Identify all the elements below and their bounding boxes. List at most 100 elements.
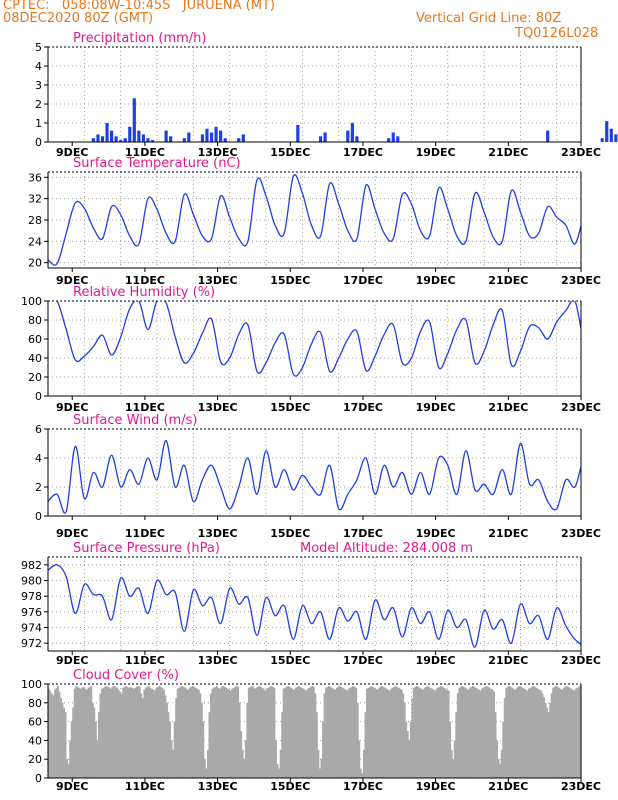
cloud-cover-bar <box>546 707 548 778</box>
cloud-cover-bar <box>568 687 571 778</box>
cloud-cover-bar <box>573 690 576 778</box>
cloud-cover-bar <box>158 685 161 778</box>
cloud-cover-bar <box>200 702 203 778</box>
cloud-cover-bar <box>82 686 85 778</box>
x-tick-label: 23DEC <box>561 780 601 793</box>
cloud-cover-bar <box>411 698 414 778</box>
x-tick-label: 11DEC <box>125 274 165 287</box>
cloud-cover-bar <box>494 712 497 778</box>
cloud-cover-bar <box>461 685 464 778</box>
cloud-cover-bar <box>329 686 332 778</box>
precip-bar <box>323 132 327 142</box>
cloud-cover-bar <box>175 698 178 778</box>
cloud-cover-bar <box>367 687 370 778</box>
y-tick-label: 20 <box>28 753 42 766</box>
cloud-cover-bar <box>376 689 379 778</box>
cloud-cover-bar <box>223 686 226 778</box>
cloud-cover-bar <box>332 688 335 778</box>
cloud-cover-bar <box>114 686 117 778</box>
x-tick-label: 9DEC <box>56 527 88 540</box>
cloud-cover-bar <box>64 712 67 778</box>
y-tick-label: 0 <box>35 390 42 403</box>
cloud-cover-bar <box>246 702 249 778</box>
x-tick-label: 17DEC <box>343 146 383 159</box>
cloud-cover-bar <box>281 712 284 778</box>
x-tick-label: 23DEC <box>561 527 601 540</box>
precip-bar <box>182 138 186 142</box>
cloud-cover-bar <box>104 686 106 778</box>
y-tick-label: 1 <box>35 117 42 130</box>
precip-bar <box>396 136 400 142</box>
precip-bar <box>119 140 123 142</box>
cloud-cover-bar <box>193 686 196 778</box>
cloud-cover-bar <box>97 712 100 778</box>
cloud-cover-bar <box>314 693 317 778</box>
cloud-cover-bar <box>269 686 271 778</box>
cloud-cover-bar <box>67 763 70 778</box>
y-tick-label: 2 <box>35 481 42 494</box>
cloud-cover-bar <box>217 687 220 778</box>
cloud-cover-bar <box>520 686 523 778</box>
cloud-cover-bar <box>85 689 88 778</box>
cloud-cover-bar <box>418 687 421 778</box>
cloud-cover-bar <box>297 685 300 778</box>
cloud-cover-bar <box>399 688 402 778</box>
cloud-cover-bar <box>259 686 262 778</box>
precip-bar <box>350 123 354 142</box>
cloud-cover-bar <box>173 721 176 778</box>
y-tick-label: 100 <box>21 678 42 691</box>
cloud-cover-bar <box>503 698 506 778</box>
cloud-cover-bar <box>359 768 362 778</box>
cloud-cover-bar <box>356 702 359 778</box>
cloud-cover-bar <box>467 689 470 778</box>
cloud-cover-bar <box>502 721 505 778</box>
cloud-cover-bar <box>240 731 243 778</box>
precip-bar <box>164 130 168 142</box>
cloud-cover-bar <box>415 685 418 778</box>
cloud-cover-bar <box>284 687 287 778</box>
x-tick-label: 19DEC <box>416 527 456 540</box>
cloud-cover-bar <box>337 686 340 778</box>
cloud-cover-bar <box>88 686 91 778</box>
cloud-cover-bar <box>326 686 329 778</box>
cloud-cover-bar <box>48 688 50 778</box>
panel-title: Surface Pressure (hPa) <box>73 541 220 556</box>
precip-bar <box>318 136 323 142</box>
cloud-cover-bar <box>291 688 294 778</box>
cloud-cover-bar <box>244 740 247 778</box>
cloud-cover-bar <box>553 686 556 778</box>
cloud-cover-bar <box>559 688 562 778</box>
cloud-cover-bar <box>452 759 455 778</box>
cloud-cover-bar <box>185 688 188 778</box>
x-tick-label: 13DEC <box>198 654 238 667</box>
cloud-cover-bar <box>488 687 491 778</box>
cloud-cover-bar <box>122 687 125 778</box>
cloud-cover-bar <box>384 687 386 778</box>
cloud-cover-bar <box>393 686 396 778</box>
cloud-cover-bar <box>194 687 197 778</box>
panel-title: Precipitation (mm/h) <box>73 31 206 46</box>
cloud-cover-bar <box>256 686 259 778</box>
cloud-cover-bar <box>216 685 218 778</box>
cloud-cover-bar <box>462 686 465 778</box>
date-line: 08DEC2020 80Z (GMT) <box>3 11 154 26</box>
cloud-cover-bar <box>93 707 96 778</box>
cloud-cover-bar <box>58 691 61 778</box>
cloud-cover-bar <box>125 685 128 778</box>
cloud-cover-bar <box>273 687 276 778</box>
x-tick-label: 19DEC <box>416 146 456 159</box>
precip-bar <box>546 130 550 142</box>
cloud-cover-bar <box>409 721 412 778</box>
cloud-cover-bar <box>100 688 103 778</box>
cloud-cover-bar <box>370 685 373 778</box>
cloud-cover-bar <box>275 740 277 778</box>
cloud-cover-bar <box>290 687 293 778</box>
cloud-cover-bar <box>241 749 244 778</box>
cloud-cover-bar <box>341 687 344 778</box>
cloud-cover-bar <box>481 688 483 778</box>
precip-bar <box>169 136 173 142</box>
precip-bar <box>605 121 609 142</box>
cloud-cover-bar <box>406 731 409 778</box>
cloud-cover-bar <box>303 689 306 778</box>
